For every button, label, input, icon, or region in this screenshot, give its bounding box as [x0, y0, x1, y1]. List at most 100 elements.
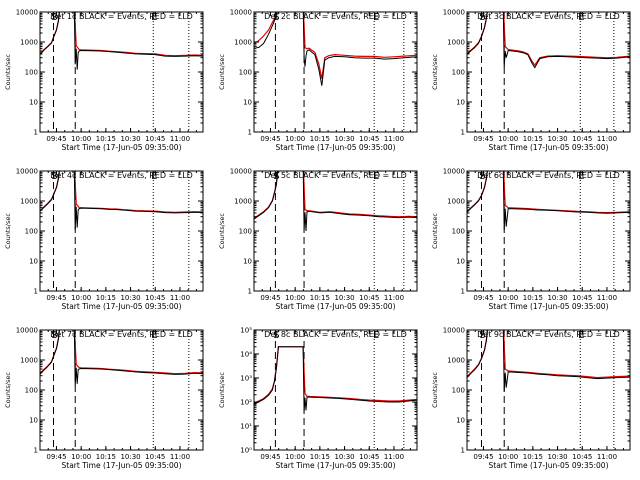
- x-tick-label: 11:00: [597, 135, 617, 143]
- plot-frame: [466, 329, 631, 451]
- x-tick-label: 09:45: [473, 135, 493, 143]
- panel-title: Det 9c BLACK = Events, RED = LLD: [477, 330, 620, 339]
- x-axis-label: Start Time (17-Jun-05 09:35:00): [489, 143, 609, 152]
- x-tick-label: 10:00: [498, 135, 518, 143]
- marker-label: E: [373, 330, 379, 341]
- y-tick-label: 1: [461, 447, 465, 455]
- x-tick-label: 10:30: [120, 453, 140, 461]
- series-line-events: [40, 171, 203, 230]
- y-tick-label: 10000: [443, 9, 465, 17]
- y-tick-label: 10000: [443, 327, 465, 335]
- panel-7: 1 10 100 1000 10000 09:45 10:00 10:15 10:30 10:45…: [4, 327, 204, 470]
- x-axis-label: Start Time (17-Jun-05 09:35:00): [62, 461, 182, 470]
- x-tick-label: 10:00: [285, 294, 305, 302]
- x-tick-label: 10:15: [96, 453, 116, 461]
- plot-frame: [253, 11, 418, 133]
- plot-frame: [466, 170, 631, 292]
- x-tick-label: 09:45: [473, 294, 493, 302]
- series-line-lld: [254, 12, 417, 79]
- x-tick-label: 09:45: [46, 294, 66, 302]
- marker-label: S: [51, 171, 57, 182]
- y-tick-label: 1: [34, 447, 38, 455]
- y-tick-label: 100: [239, 69, 252, 77]
- series-line-events: [40, 12, 203, 70]
- x-axis-label: Start Time (17-Jun-05 09:35:00): [489, 461, 609, 470]
- y-tick-label: 10000: [443, 168, 465, 176]
- x-tick-label: 10:00: [71, 135, 91, 143]
- y-tick-label: 10: [456, 99, 465, 107]
- x-tick-label: 10:45: [145, 294, 165, 302]
- y-tick-label: 10: [29, 99, 38, 107]
- x-tick-label: 10:00: [71, 294, 91, 302]
- x-tick-label: 10:45: [145, 135, 165, 143]
- plot-frame: [253, 170, 418, 292]
- series-line-lld: [467, 171, 630, 214]
- plot-frame: [39, 11, 204, 133]
- series-line-events: [467, 171, 630, 230]
- x-tick-label: 10:30: [547, 453, 567, 461]
- y-tick-label: 100: [452, 387, 465, 395]
- y-tick-label: 100: [25, 387, 38, 395]
- x-tick-label: 10:15: [96, 135, 116, 143]
- y-axis-label: Counts/sec: [431, 54, 439, 90]
- marker-label: S: [479, 330, 485, 341]
- y-axis-label: Counts/sec: [431, 213, 439, 249]
- panel-2: 1 10 100 1000 10000 09:45 10:00 10:15 10:30 10:45…: [218, 9, 418, 152]
- x-tick-label: 11:00: [597, 294, 617, 302]
- y-tick-label: 1: [248, 288, 252, 296]
- series-line-lld: [40, 330, 203, 375]
- x-tick-label: 11:00: [384, 135, 404, 143]
- y-tick-label: 10: [29, 258, 38, 266]
- x-axis-label: Start Time (17-Jun-05 09:35:00): [62, 302, 182, 311]
- x-tick-label: 10:00: [498, 294, 518, 302]
- y-axis-label: Counts/sec: [4, 54, 12, 90]
- x-tick-label: 10:30: [334, 453, 354, 461]
- x-tick-label: 10:45: [359, 453, 379, 461]
- y-tick-label: 10: [243, 99, 252, 107]
- x-tick-label: 10:00: [498, 453, 518, 461]
- y-tick-label: 1000: [447, 198, 465, 206]
- panel-title: Det 8c BLACK = Events, RED = LLD: [264, 330, 407, 339]
- y-axis-label: Counts/sec: [218, 54, 226, 90]
- y-tick-label: 10000: [230, 168, 252, 176]
- x-tick-label: 11:00: [384, 453, 404, 461]
- x-tick-label: 10:45: [572, 294, 592, 302]
- y-axis-label: Counts/sec: [4, 372, 12, 408]
- y-tick-label: 10⁴: [240, 351, 252, 359]
- marker-label: S: [51, 12, 57, 23]
- y-tick-label: 100: [452, 69, 465, 77]
- y-tick-label: 1000: [20, 39, 38, 47]
- plot-frame: [39, 170, 204, 292]
- marker-label: S: [273, 330, 279, 341]
- y-tick-label: 100: [25, 228, 38, 236]
- y-tick-label: 1000: [20, 357, 38, 365]
- panel-title: Det 2c BLACK = Events, RED = LLD: [264, 12, 407, 21]
- marker-label: S: [273, 12, 279, 23]
- x-tick-label: 10:00: [71, 453, 91, 461]
- panel-8: 10⁰ 10¹ 10² 10³ 10⁴ 10⁵ 09:45 10:00 10:15 10:30 10…: [218, 327, 418, 470]
- y-tick-label: 1: [461, 288, 465, 296]
- y-tick-label: 1000: [20, 198, 38, 206]
- marker-label: S: [479, 12, 485, 23]
- x-tick-label: 09:45: [260, 453, 280, 461]
- series-line-events: [40, 330, 203, 386]
- y-tick-label: 100: [239, 228, 252, 236]
- x-tick-label: 10:30: [547, 135, 567, 143]
- y-tick-label: 1: [34, 288, 38, 296]
- x-axis-label: Start Time (17-Jun-05 09:35:00): [276, 143, 396, 152]
- y-tick-label: 1000: [447, 39, 465, 47]
- y-tick-label: 10: [243, 258, 252, 266]
- marker-label: S: [273, 171, 279, 182]
- series-line-events: [467, 12, 630, 69]
- x-tick-label: 10:15: [523, 453, 543, 461]
- x-tick-label: 10:00: [285, 135, 305, 143]
- y-tick-label: 10000: [230, 9, 252, 17]
- x-tick-label: 10:15: [310, 294, 330, 302]
- x-tick-label: 10:45: [572, 135, 592, 143]
- y-tick-label: 1000: [234, 198, 252, 206]
- series-line-lld: [40, 171, 203, 213]
- series-line-lld: [254, 346, 417, 404]
- marker-label: E: [151, 330, 157, 341]
- y-tick-label: 10¹: [240, 423, 252, 431]
- y-axis-label: Counts/sec: [4, 213, 12, 249]
